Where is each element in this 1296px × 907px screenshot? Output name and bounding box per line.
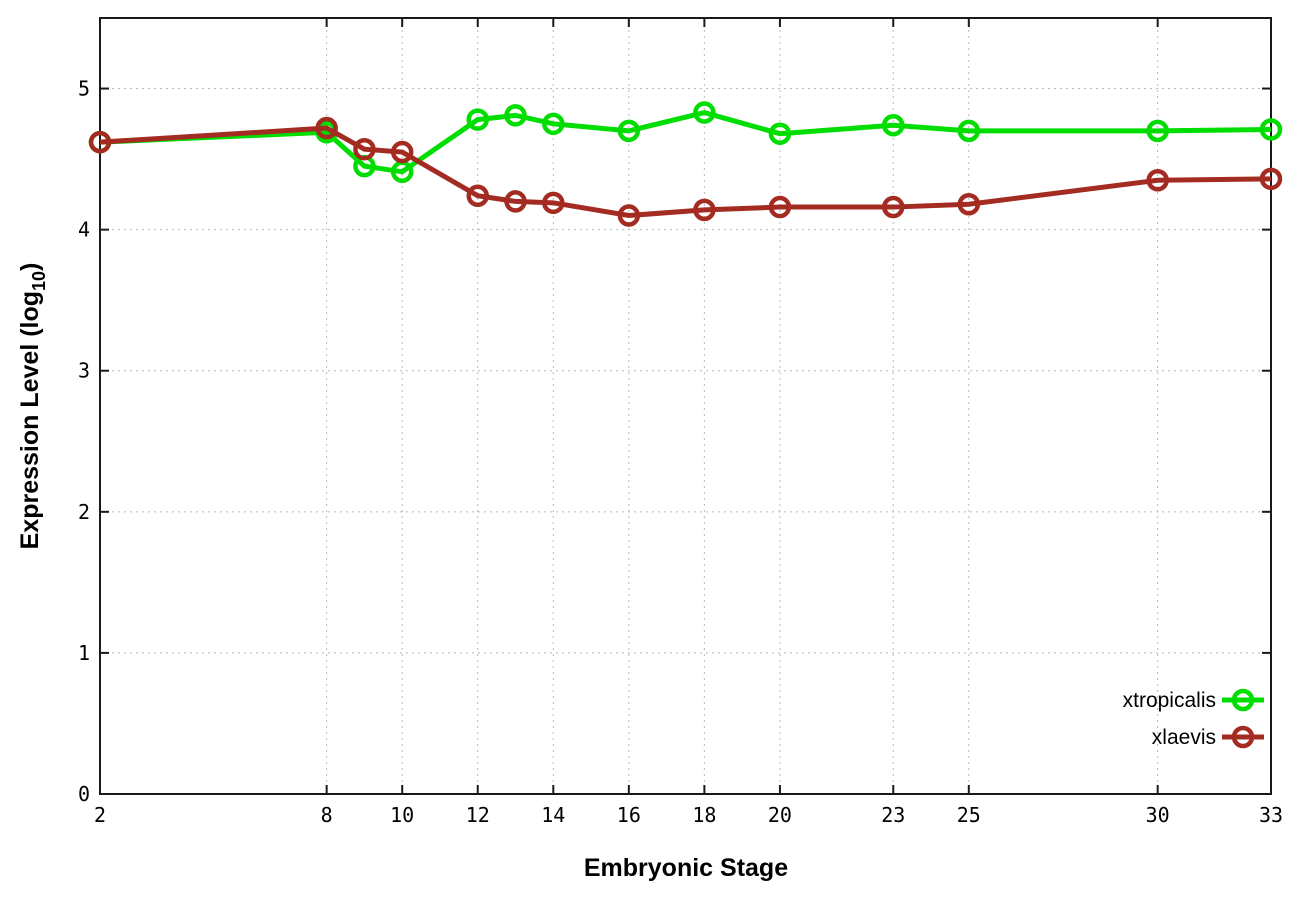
- xlaevis-point: [882, 195, 905, 219]
- xlaevis-point: [1259, 167, 1283, 191]
- y-axis-title: Expression Level (log10): [16, 263, 49, 550]
- xlaevis-point: [504, 190, 527, 213]
- xlaevis-point: [88, 130, 112, 154]
- y-tick-label: 3: [78, 359, 90, 383]
- xlaevis-line: [99, 125, 1272, 219]
- legend-item-xlaevis: xlaevis: [1152, 725, 1264, 749]
- legend-label-xlaevis: xlaevis: [1152, 726, 1216, 749]
- y-axis-title-subscript: 10: [29, 271, 49, 291]
- xlaevis-point: [617, 204, 641, 227]
- legend-label-xtropicalis: xtropicalis: [1123, 689, 1216, 712]
- xtropicalis-line: [99, 109, 1272, 175]
- xlaevis-point: [693, 198, 716, 222]
- xlaevis-point: [353, 137, 376, 161]
- x-tick-label: 2: [94, 803, 106, 827]
- x-tick-label: 10: [390, 803, 414, 827]
- x-axis-title: Embryonic Stage: [584, 854, 788, 882]
- xtropicalis-point: [693, 101, 716, 124]
- xtropicalis-marker-icon: [1231, 688, 1255, 712]
- xlaevis-point: [957, 192, 981, 216]
- legend: xtropicalis xlaevis: [1123, 688, 1264, 749]
- xtropicalis-point: [504, 104, 527, 127]
- xtropicalis-point: [768, 122, 792, 145]
- y-tick-label: 0: [78, 782, 90, 806]
- y-tick-label: 5: [78, 77, 90, 101]
- x-tick-label: 30: [1146, 803, 1170, 827]
- xtropicalis-point: [542, 112, 565, 136]
- xlaevis-point: [1146, 169, 1169, 192]
- xtropicalis-point: [1259, 118, 1283, 141]
- xlaevis-point: [315, 116, 338, 140]
- xtropicalis-point: [882, 113, 905, 137]
- y-tick-label: 4: [78, 218, 90, 242]
- series-group: [88, 101, 1283, 227]
- x-tick-label: 12: [466, 803, 490, 827]
- xlaevis-marker-icon: [1231, 725, 1255, 749]
- xlaevis-point: [466, 184, 489, 208]
- x-tick-label: 14: [541, 803, 565, 827]
- xtropicalis-point: [466, 108, 489, 131]
- legend-item-xtropicalis: xtropicalis: [1123, 688, 1264, 712]
- x-tick-label: 33: [1259, 803, 1283, 827]
- plot-border: [99, 17, 1272, 795]
- y-tick-labels: 0 1 2 3 4 5: [78, 77, 90, 806]
- y-tick-label: 1: [78, 641, 90, 665]
- x-tick-label: 18: [692, 803, 716, 827]
- xlaevis-point: [542, 191, 565, 215]
- xtropicalis-point: [617, 119, 641, 143]
- x-tick-label: 25: [957, 803, 981, 827]
- y-axis-title-close: ): [16, 263, 44, 271]
- xtropicalis-point: [957, 119, 981, 143]
- x-tick-label: 20: [768, 803, 792, 827]
- y-tick-label: 2: [78, 500, 90, 524]
- xlaevis-point: [390, 140, 414, 164]
- x-tick-label: 8: [321, 803, 333, 827]
- xlaevis-point: [768, 195, 792, 219]
- y-axis-title-main: Expression Level (log: [16, 291, 44, 549]
- x-tick-label: 16: [617, 803, 641, 827]
- xtropicalis-point: [1146, 119, 1169, 143]
- x-tick-label: 23: [881, 803, 905, 827]
- x-tick-labels: 2 8 10 12 14 16 18 20 23 25 30 33: [94, 803, 1283, 827]
